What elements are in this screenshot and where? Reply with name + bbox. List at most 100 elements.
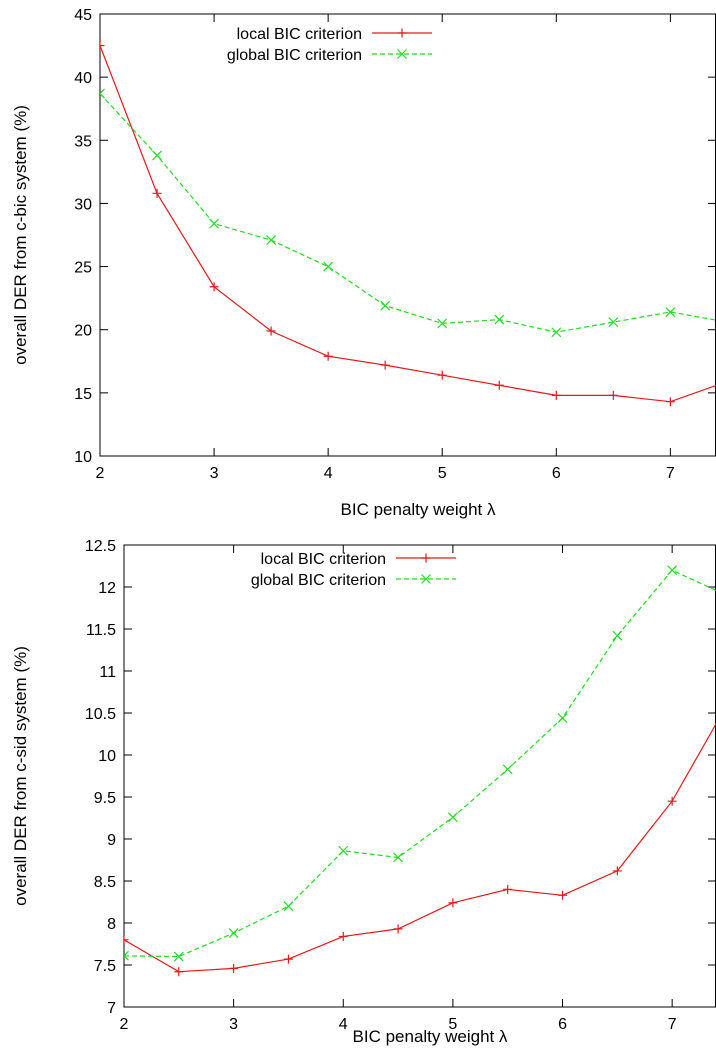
y-tick-label: 11 bbox=[99, 664, 116, 681]
data-point bbox=[380, 300, 391, 311]
y-tick-label: 10.5 bbox=[85, 706, 116, 723]
data-point bbox=[209, 218, 219, 229]
y-tick-label: 30 bbox=[74, 196, 92, 213]
data-point bbox=[665, 397, 675, 407]
legend-label: local BIC criterion bbox=[261, 551, 386, 568]
y-tick-label: 10 bbox=[98, 748, 116, 765]
series-line bbox=[100, 45, 716, 403]
data-point bbox=[494, 314, 505, 325]
data-point bbox=[608, 317, 619, 328]
series-global bbox=[100, 88, 716, 338]
y-tick-label: 9.5 bbox=[94, 790, 116, 807]
data-point bbox=[380, 360, 390, 370]
data-point bbox=[152, 188, 162, 198]
y-tick-label: 8 bbox=[107, 916, 116, 933]
data-point bbox=[667, 796, 677, 806]
x-tick-label: 3 bbox=[229, 1016, 238, 1033]
data-point bbox=[437, 318, 448, 329]
y-tick-label: 7 bbox=[107, 1000, 116, 1017]
x-tick-label: 5 bbox=[448, 1016, 457, 1033]
legend-marker bbox=[421, 553, 431, 563]
data-point bbox=[667, 565, 678, 576]
x-tick-label: 2 bbox=[120, 1016, 129, 1033]
plot-frame bbox=[123, 544, 716, 1008]
legend-marker bbox=[397, 28, 407, 38]
y-tick-label: 12.5 bbox=[85, 538, 116, 555]
data-point bbox=[338, 931, 348, 941]
data-point bbox=[283, 901, 294, 912]
y-tick-label: 10 bbox=[74, 449, 92, 466]
legend-label: global BIC criterion bbox=[227, 47, 362, 64]
data-point bbox=[448, 898, 458, 908]
series-local bbox=[124, 722, 716, 977]
y-tick-label: 40 bbox=[74, 70, 92, 87]
y-tick-label: 9 bbox=[107, 832, 116, 849]
y-tick-label: 15 bbox=[74, 386, 92, 403]
data-point bbox=[100, 41, 105, 51]
legend-label: local BIC criterion bbox=[237, 26, 362, 43]
chart-bottom: 2 3 4 5 6 7 7 7.5 8 8.5 9 9.5 10 10.5 11 11.5 12 12.5 BIC … bbox=[11, 538, 716, 1046]
data-point bbox=[612, 866, 622, 876]
legend-label: global BIC criterion bbox=[251, 572, 386, 589]
y-tick-label: 45 bbox=[74, 7, 92, 24]
data-point bbox=[338, 845, 349, 856]
data-point bbox=[502, 764, 513, 775]
data-point bbox=[100, 88, 105, 99]
data-point bbox=[152, 150, 162, 161]
y-tick-label: 20 bbox=[74, 323, 92, 340]
x-tick-label: 6 bbox=[558, 1016, 567, 1033]
y-tick-label: 8.5 bbox=[94, 874, 116, 891]
data-point bbox=[266, 235, 277, 245]
data-point bbox=[323, 261, 334, 272]
data-point bbox=[229, 963, 239, 973]
x-tick-label: 6 bbox=[552, 465, 561, 482]
data-point bbox=[209, 282, 219, 292]
y-axis-label: overall DER from c-bic system (%) bbox=[11, 105, 30, 365]
data-point bbox=[228, 928, 239, 939]
data-point bbox=[124, 935, 129, 945]
data-point bbox=[174, 967, 184, 977]
data-point bbox=[437, 370, 447, 380]
data-point bbox=[608, 390, 618, 400]
data-point bbox=[124, 950, 129, 961]
series-line bbox=[100, 93, 716, 333]
y-axis-label: overall DER from c-sid system (%) bbox=[11, 646, 30, 906]
data-point bbox=[173, 951, 184, 962]
data-point bbox=[393, 924, 403, 934]
legend-marker bbox=[421, 574, 431, 584]
data-point bbox=[494, 380, 504, 390]
x-tick-label: 7 bbox=[668, 1016, 677, 1033]
series-global bbox=[124, 565, 716, 962]
y-tick-label: 11.5 bbox=[86, 622, 116, 639]
x-tick-label: 7 bbox=[666, 465, 675, 482]
data-point bbox=[266, 326, 276, 336]
x-tick-label: 4 bbox=[339, 1016, 348, 1033]
x-tick-label: 2 bbox=[96, 465, 105, 482]
data-point bbox=[447, 812, 458, 823]
data-point bbox=[551, 390, 561, 400]
data-point bbox=[612, 630, 623, 641]
y-tick-label: 35 bbox=[74, 133, 92, 150]
data-point bbox=[323, 351, 333, 361]
x-axis-label: BIC penalty weight λ bbox=[353, 1027, 508, 1046]
y-tick-label: 25 bbox=[74, 260, 92, 277]
data-point bbox=[393, 852, 403, 863]
x-axis-label: BIC penalty weight λ bbox=[341, 500, 496, 519]
y-tick-label: 7.5 bbox=[94, 958, 116, 975]
plot-frame bbox=[99, 13, 716, 457]
data-point bbox=[551, 327, 562, 338]
series-line bbox=[124, 722, 716, 973]
data-point bbox=[283, 954, 293, 964]
x-tick-label: 3 bbox=[210, 465, 219, 482]
data-point bbox=[557, 713, 568, 723]
x-tick-label: 4 bbox=[324, 465, 333, 482]
series-local bbox=[100, 41, 716, 407]
x-tick-label: 5 bbox=[438, 465, 447, 482]
data-point bbox=[503, 884, 513, 894]
legend-marker bbox=[397, 49, 407, 59]
y-tick-label: 12 bbox=[98, 580, 116, 597]
data-point bbox=[665, 307, 676, 317]
series-line bbox=[124, 569, 716, 958]
data-point bbox=[558, 890, 568, 900]
